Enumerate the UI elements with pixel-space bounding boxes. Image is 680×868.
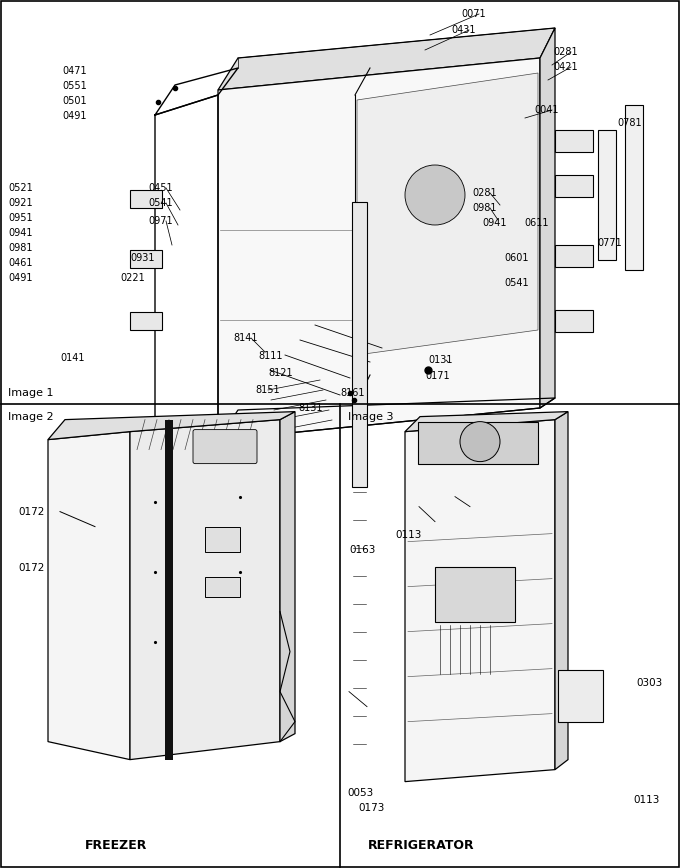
Text: 0053: 0053: [347, 788, 373, 798]
Bar: [555, 130, 593, 152]
Polygon shape: [48, 411, 295, 439]
Text: 0172: 0172: [18, 563, 44, 573]
Text: 0611: 0611: [524, 218, 549, 228]
Text: 0491: 0491: [8, 273, 33, 283]
Text: 8131: 8131: [298, 403, 322, 413]
Text: 0163: 0163: [349, 545, 375, 555]
Text: 0541: 0541: [504, 278, 528, 288]
Polygon shape: [540, 28, 555, 408]
Text: 0931: 0931: [130, 253, 154, 263]
Polygon shape: [280, 411, 295, 741]
Bar: [352, 201, 367, 487]
Bar: [435, 567, 515, 621]
Text: 0041: 0041: [534, 105, 558, 115]
Text: 0471: 0471: [62, 66, 86, 76]
Bar: [598, 130, 616, 260]
Text: 0461: 0461: [8, 258, 33, 268]
Text: 0781: 0781: [617, 118, 642, 128]
Text: 0941: 0941: [482, 218, 507, 228]
Bar: [418, 422, 538, 464]
Polygon shape: [218, 58, 540, 440]
Text: 0171: 0171: [425, 371, 449, 381]
Text: 0601: 0601: [504, 253, 528, 263]
Bar: [558, 669, 603, 721]
Text: 0951: 0951: [8, 213, 33, 223]
Text: 0113: 0113: [395, 530, 422, 540]
Polygon shape: [48, 431, 130, 760]
Text: 8151: 8151: [255, 385, 279, 395]
Text: 8111: 8111: [258, 351, 282, 361]
FancyBboxPatch shape: [193, 430, 257, 464]
Bar: [555, 175, 593, 197]
Text: 0491: 0491: [62, 111, 86, 121]
Polygon shape: [130, 419, 280, 760]
Text: 0071: 0071: [461, 9, 486, 19]
Text: 0281: 0281: [472, 188, 496, 198]
Text: 0113: 0113: [633, 795, 660, 805]
Text: 0421: 0421: [553, 62, 577, 72]
Text: Image 2: Image 2: [8, 411, 54, 422]
Polygon shape: [405, 411, 568, 431]
Text: 0921: 0921: [8, 198, 33, 208]
Bar: [555, 310, 593, 332]
Text: 8121: 8121: [268, 368, 292, 378]
Text: 0501: 0501: [62, 96, 86, 106]
Text: 0771: 0771: [597, 238, 622, 248]
Text: 0521: 0521: [8, 183, 33, 193]
Circle shape: [460, 422, 500, 462]
Bar: [130, 190, 162, 208]
Text: 0941: 0941: [8, 228, 33, 238]
Polygon shape: [357, 73, 538, 355]
Text: 0173: 0173: [358, 803, 384, 813]
Bar: [625, 105, 643, 270]
Text: Image 3: Image 3: [348, 411, 394, 422]
Bar: [205, 527, 240, 552]
Text: 0981: 0981: [8, 243, 33, 253]
Text: FREEZER: FREEZER: [85, 839, 148, 852]
Bar: [555, 245, 593, 267]
Polygon shape: [555, 411, 568, 770]
Polygon shape: [218, 28, 555, 90]
Text: 8141: 8141: [233, 333, 258, 343]
Text: 0971: 0971: [148, 216, 173, 226]
Bar: [165, 419, 173, 760]
Text: 0551: 0551: [62, 81, 87, 91]
Bar: [130, 250, 162, 268]
Bar: [130, 312, 162, 330]
Polygon shape: [405, 419, 555, 781]
Circle shape: [405, 165, 465, 225]
Text: 0541: 0541: [148, 198, 173, 208]
Text: 8161: 8161: [340, 388, 364, 398]
Text: REFRIGERATOR: REFRIGERATOR: [368, 839, 475, 852]
Text: 0221: 0221: [120, 273, 145, 283]
Text: 0141: 0141: [60, 353, 84, 363]
Text: 0431: 0431: [451, 25, 475, 35]
Text: 0131: 0131: [428, 355, 452, 365]
Text: 0981: 0981: [472, 203, 496, 213]
Bar: [205, 576, 240, 596]
Text: 0303: 0303: [636, 678, 662, 688]
Text: 0172: 0172: [18, 507, 44, 516]
Text: 0281: 0281: [553, 47, 577, 57]
Text: Image 1: Image 1: [8, 388, 54, 398]
Text: 0451: 0451: [148, 183, 173, 193]
